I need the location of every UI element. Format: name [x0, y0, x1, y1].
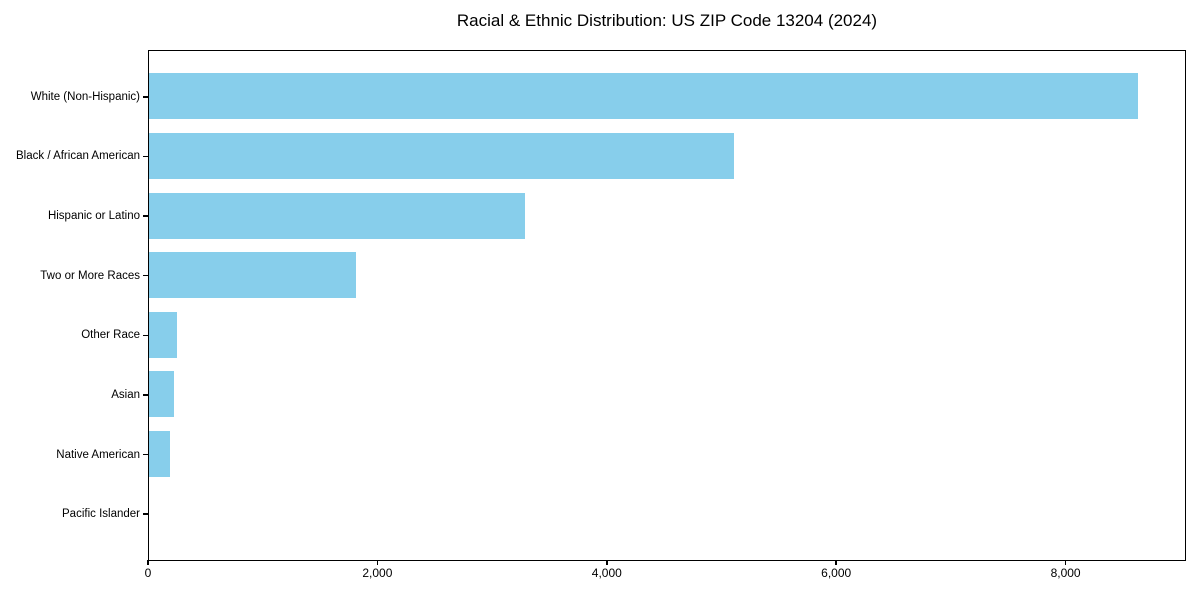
y-axis-tick	[143, 155, 148, 158]
y-tick-label: Pacific Islander	[62, 508, 140, 521]
y-tick-label: Asian	[111, 388, 140, 401]
plot-area	[148, 50, 1186, 561]
y-tick-label: Native American	[56, 448, 140, 461]
y-axis-tick	[143, 215, 148, 217]
y-tick-label: Two or More Races	[40, 269, 140, 282]
y-tick-label: Other Race	[81, 329, 140, 342]
y-tick-label: Hispanic or Latino	[47, 210, 140, 223]
x-axis-tick	[376, 560, 379, 565]
y-axis-tick	[143, 453, 148, 456]
x-tick-label: 0	[144, 566, 152, 580]
bar-native-american	[149, 431, 170, 478]
x-axis-tick	[835, 560, 837, 565]
bar-other-race	[149, 311, 177, 358]
y-axis-tick	[143, 513, 148, 515]
x-tick-label: 6,000	[821, 566, 852, 580]
y-tick-label: White (Non-Hispanic)	[30, 90, 140, 103]
y-tick-label: Black / African American	[16, 150, 140, 163]
x-tick-label: 4,000	[591, 566, 622, 580]
y-axis-tick	[143, 96, 148, 98]
x-axis-tick	[147, 560, 149, 565]
y-axis-tick	[143, 394, 148, 396]
x-tick-label: 2,000	[362, 566, 393, 580]
x-axis-tick	[1064, 560, 1067, 565]
chart-title: Racial & Ethnic Distribution: US ZIP Cod…	[456, 11, 878, 30]
bar-two-or-more-races	[149, 252, 356, 299]
y-axis-tick	[143, 274, 148, 277]
bar-hispanic-or-latino	[149, 192, 526, 239]
bar-black-african-american	[149, 132, 734, 179]
x-tick-label: 8,000	[1050, 566, 1081, 580]
y-axis-tick	[143, 334, 148, 337]
bar-white-non-hispanic	[149, 73, 1138, 120]
x-axis-tick	[606, 560, 608, 565]
bar-asian	[149, 371, 175, 418]
